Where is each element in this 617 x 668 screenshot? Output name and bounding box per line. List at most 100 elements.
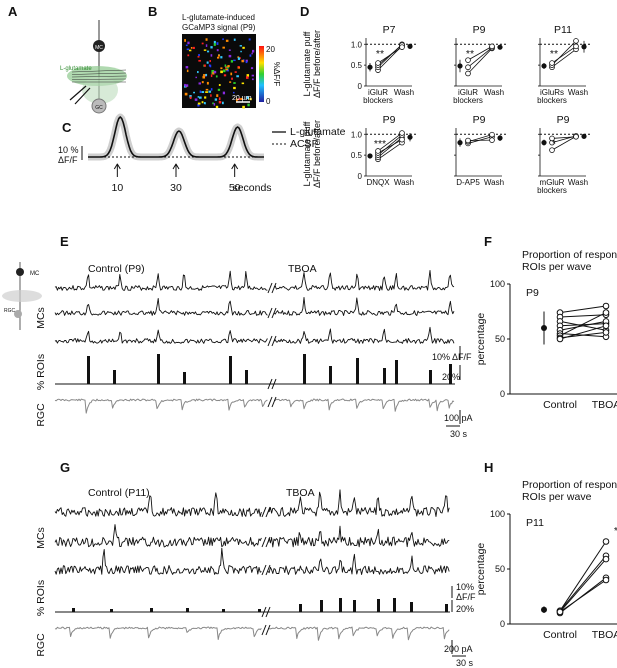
e-rgc: RGC [35, 403, 47, 427]
g-mc-trace [54, 547, 262, 575]
roi-spot [206, 81, 209, 85]
ylabel: percentage [475, 313, 487, 366]
roi-spot [216, 56, 220, 59]
g-roi-bar [410, 602, 413, 612]
roi-spot [201, 101, 204, 104]
d-point [375, 60, 381, 66]
xtick-label: TBOA [592, 399, 617, 411]
d-point [573, 38, 579, 44]
roi-spot [204, 96, 207, 99]
mean-point [541, 325, 547, 331]
roi-spot [208, 64, 211, 67]
roi-spot [223, 74, 227, 77]
roi-spot [240, 97, 243, 101]
d-sig: * [552, 138, 556, 150]
d-pair-line [377, 137, 403, 158]
roi-spot [189, 96, 192, 99]
pair-point [556, 335, 564, 343]
roi-spot [239, 57, 241, 59]
roi-spot [249, 98, 252, 101]
axis-break [267, 396, 273, 408]
c-tick: 10 [111, 182, 123, 194]
roi-spot [210, 88, 213, 91]
axis-break [271, 282, 277, 294]
d-mean [367, 153, 373, 159]
roi-spot [236, 75, 239, 78]
e-roi-bar [183, 372, 186, 384]
pair-line [559, 558, 607, 613]
roi-spot [217, 88, 221, 91]
d-xlabel: Wash [394, 178, 414, 187]
g-roi-bar [222, 609, 225, 612]
e-roi-bar [429, 370, 432, 384]
panel-letter-a: A [8, 4, 18, 19]
d-xlabel: DNQX [366, 178, 390, 187]
roi-spot [198, 54, 201, 56]
e-rgc-label: RGC [4, 308, 16, 314]
roi-spot [216, 94, 219, 97]
roi-spot [251, 74, 255, 77]
d-title: P9 [557, 114, 570, 126]
g-rois: % ROIs [35, 580, 47, 616]
roi-spot [231, 77, 233, 80]
d-xlabel: iGluRs [540, 88, 564, 97]
d-point [465, 70, 471, 77]
d-xlabel: iGluR [458, 88, 478, 97]
roi-spot [233, 59, 236, 62]
e-roi-bar [383, 368, 386, 384]
d-pair-line [377, 142, 403, 160]
g-mc-trace [267, 553, 450, 575]
roi-spot [223, 69, 226, 73]
roi-spot [198, 82, 202, 85]
d-point [465, 57, 471, 63]
ytick-label: 100 [490, 509, 505, 519]
tag: P11 [526, 517, 544, 529]
roi-spot [232, 91, 235, 94]
b-title-2: GCaMP3 signal (P9) [182, 23, 256, 32]
b-title-1: L-glutamate-induced [182, 13, 255, 22]
ytick-label: 50 [495, 334, 505, 344]
roi-spot [199, 90, 202, 93]
roi-spot [186, 69, 189, 73]
d-sig: ** [466, 48, 474, 60]
e-sb-s-label: 30 s [450, 429, 468, 439]
xtick-label: Control [543, 629, 577, 641]
pair-point [602, 302, 610, 310]
roi-spot [210, 94, 212, 97]
d-mean [541, 140, 547, 146]
roi-spot [236, 98, 238, 102]
axis-break [261, 564, 267, 576]
tag: P9 [526, 287, 539, 299]
d-xlabel: D-AP5 [456, 178, 480, 187]
pair-line [559, 312, 607, 337]
g-roi-bar [186, 608, 189, 612]
d-point [489, 137, 495, 143]
c-trace-glutamate [88, 116, 264, 158]
colorbar [259, 46, 264, 102]
roi-spot [237, 56, 240, 59]
d-title: P11 [554, 24, 572, 36]
e-roi-bar [245, 370, 248, 384]
d-ytick-label: 1.0 [351, 40, 363, 49]
d-ytick-label: 0 [358, 82, 363, 91]
pair-point [602, 329, 610, 336]
d-ytick-label: 0.5 [351, 61, 363, 70]
d-title: P7 [383, 24, 396, 36]
roi-spot [233, 86, 236, 90]
ytick-label: 0 [500, 619, 505, 629]
d-xlabel: blockers [363, 96, 393, 105]
roi-spot [209, 60, 211, 63]
panel-letter-f: F [484, 234, 492, 249]
roi-spot [237, 57, 241, 60]
e-rgc-body [14, 310, 22, 318]
e-rgc-trace [54, 398, 268, 414]
pair-point [602, 309, 610, 316]
roi-spot [225, 68, 228, 71]
d-xlabel: blockers [537, 186, 567, 195]
xtick-label: TBOA [592, 629, 617, 641]
roi-spot [250, 67, 254, 70]
g-sb-s-label: 30 s [456, 658, 474, 668]
pair-line [559, 314, 607, 318]
d-xlabel: mGluR [540, 178, 565, 187]
